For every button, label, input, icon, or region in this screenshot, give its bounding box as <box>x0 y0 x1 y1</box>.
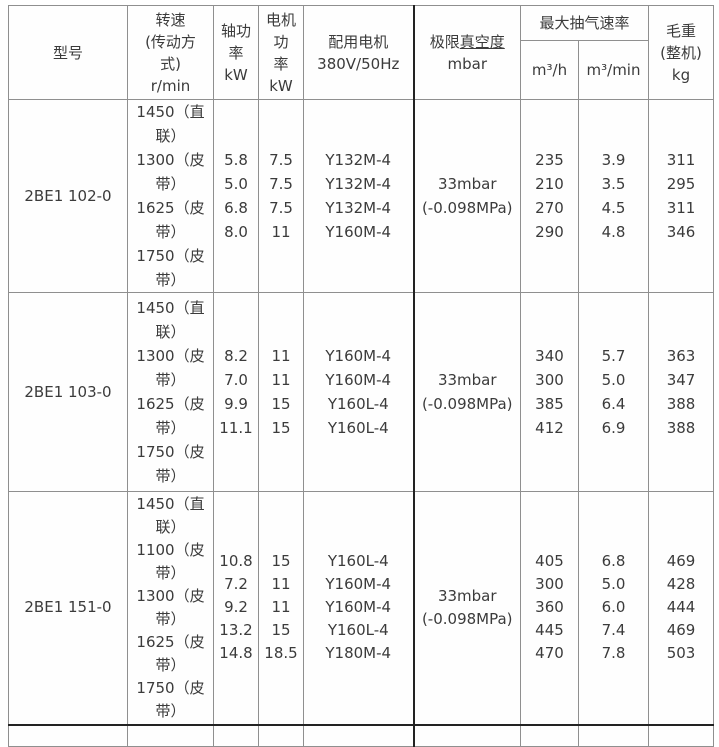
model-cell-empty <box>8 724 128 747</box>
weight-cell: 469 428 444 469 503 <box>648 491 715 726</box>
vacuum-cell: 33mbar (-0.098MPa) <box>412 491 521 726</box>
header-shaft-power: 轴功 率 kW <box>213 5 259 100</box>
header-row-top: 型号 转速 (传动方 式) r/min 轴功 率 kW 电机功 率 kW 配用电… <box>8 5 715 100</box>
shaft-power-cell-empty <box>213 724 259 747</box>
m3min-cell-empty <box>577 724 650 747</box>
vacuum-cell-empty <box>412 724 521 747</box>
motor-power-cell: 7.5 7.5 7.5 11 <box>258 99 304 293</box>
table-row-2be1-102-0: 2BE1 102-0 1450（直 联） 1300（皮 带） 1625（皮 带）… <box>8 99 715 293</box>
header-m3h: m³/h <box>520 40 579 100</box>
weight-cell: 311 295 311 346 <box>648 99 715 293</box>
header-max-pumping: 最大抽气速率 <box>519 5 650 41</box>
shaft-power-cell: 5.8 5.0 6.8 8.0 <box>213 99 259 293</box>
m3min-cell: 6.8 5.0 6.0 7.4 7.8 <box>577 491 650 726</box>
header-row-bottom: m³/h m³/min <box>9 40 714 100</box>
table-header: 型号 转速 (传动方 式) r/min 轴功 率 kW 电机功 率 kW 配用电… <box>8 5 715 100</box>
m3h-cell: 235 210 270 290 <box>520 99 579 293</box>
matched-motor-cell-empty <box>303 724 414 747</box>
table-body: 2BE1 102-0 1450（直 联） 1300（皮 带） 1625（皮 带）… <box>8 99 715 747</box>
matched-motor-cell: Y160L-4 Y160M-4 Y160M-4 Y160L-4 Y180M-4 <box>303 491 414 726</box>
matched-motor-cell: Y132M-4 Y132M-4 Y132M-4 Y160M-4 <box>303 99 414 293</box>
pump-spec-table: 型号 转速 (传动方 式) r/min 轴功 率 kW 电机功 率 kW 配用电… <box>8 5 715 747</box>
speed-cell-empty <box>127 724 214 747</box>
m3h-cell: 340 300 385 412 <box>520 292 579 492</box>
vacuum-cell: 33mbar (-0.098MPa) <box>412 99 521 293</box>
speed-cell: 1450（直 联） 1300（皮 带） 1625（皮 带） 1750（皮 带） <box>127 99 214 293</box>
table-row-partial <box>8 724 715 747</box>
table-row-2be1-151-0: 2BE1 151-0 1450（直 联） 1100（皮 带） 1300（皮 带）… <box>8 491 715 726</box>
header-speed: 转速 (传动方 式) r/min <box>127 5 214 100</box>
model-cell: 2BE1 151-0 <box>8 491 128 726</box>
header-vacuum-prefix: 极限 <box>429 32 460 51</box>
weight-cell: 363 347 388 388 <box>648 292 715 492</box>
shaft-power-cell: 10.8 7.2 9.2 13.2 14.8 <box>213 491 259 726</box>
motor-power-cell: 11 11 15 15 <box>258 292 304 492</box>
motor-power-cell: 15 11 11 15 18.5 <box>258 491 304 726</box>
header-model: 型号 <box>8 5 128 100</box>
header-matched-motor: 配用电机 380V/50Hz <box>303 5 414 100</box>
header-weight: 毛重 (整机) kg <box>648 5 715 100</box>
motor-power-cell-empty <box>258 724 304 747</box>
header-m3min: m³/min <box>577 40 650 100</box>
shaft-power-cell: 8.2 7.0 9.9 11.1 <box>213 292 259 492</box>
matched-motor-cell: Y160M-4 Y160M-4 Y160L-4 Y160L-4 <box>303 292 414 492</box>
m3h-cell: 405 300 360 445 470 <box>520 491 579 726</box>
header-motor-power: 电机功 率 kW <box>258 5 304 100</box>
m3min-cell: 3.9 3.5 4.5 4.8 <box>577 99 650 293</box>
table-row-2be1-103-0: 2BE1 103-0 1450（直 联） 1300（皮 带） 1625（皮 带）… <box>8 292 715 492</box>
speed-cell: 1450（直 联） 1300（皮 带） 1625（皮 带） 1750（皮 带） <box>127 292 214 492</box>
header-vacuum-underlined: 真空度 <box>459 32 505 51</box>
header-vacuum-unit: mbar <box>447 54 488 73</box>
m3h-cell-empty <box>520 724 579 747</box>
header-vacuum: 极限真空度 mbar <box>412 5 521 100</box>
vacuum-cell: 33mbar (-0.098MPa) <box>412 292 521 492</box>
weight-cell-empty <box>648 724 715 747</box>
model-cell: 2BE1 102-0 <box>8 99 128 293</box>
speed-cell: 1450（直 联） 1100（皮 带） 1300（皮 带） 1625（皮 带） … <box>127 491 214 726</box>
m3min-cell: 5.7 5.0 6.4 6.9 <box>577 292 650 492</box>
model-cell: 2BE1 103-0 <box>8 292 128 492</box>
